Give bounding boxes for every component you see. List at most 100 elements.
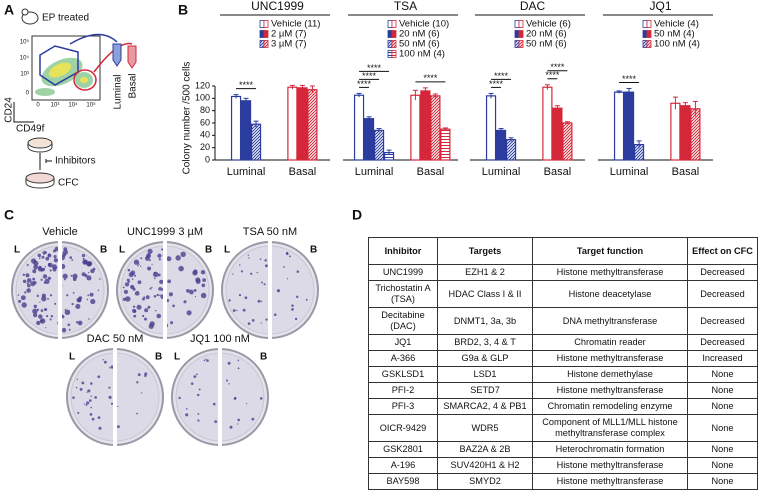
mouse-ear [21,8,29,16]
colony [33,264,39,270]
x-tick-label: Basal [289,166,317,178]
colony [257,299,261,303]
colony [139,265,142,267]
table-cell: None [687,473,758,490]
density [35,88,55,96]
colony [132,287,136,291]
error-bar [564,121,570,125]
colony [40,268,44,272]
colony [133,309,137,313]
density [80,77,88,83]
colony [147,248,153,255]
colony [130,285,133,288]
colony [124,296,131,302]
colony [158,258,161,261]
colony [108,395,112,399]
error-bar [692,100,698,117]
table-cell: PFI-3 [368,398,438,415]
colony [183,300,187,304]
significance-label: **** [622,74,637,84]
y-tick-label: 0 [205,154,210,164]
significance-label: **** [545,70,560,80]
colony [40,309,44,312]
colony [109,367,111,369]
colony [205,358,207,360]
colony [195,373,198,376]
colony [242,308,246,312]
colony [201,283,206,288]
colony [48,253,51,256]
schematic: EP treated Luminal Basal 10⁵ 10⁴ 10³ 0 0… [4,8,139,189]
colony [305,298,308,301]
colony [237,423,239,425]
table-row: Trichostatin A (TSA) HDAC Class I & II His… [368,280,758,308]
colony [45,327,47,329]
colony [26,263,29,266]
plate-split [218,346,222,448]
table-row: JQ1 BRD2, 3, 4 & T Chromatin reader Decreas… [368,334,758,351]
y-axis-title: Colony number /500 cells [182,62,193,175]
colony [86,391,88,393]
colony [180,251,186,257]
colony [32,308,38,315]
error-bar [488,92,494,99]
bar [240,100,252,161]
colony [260,300,263,303]
population-label: Luminal [113,74,124,109]
bar [670,102,681,161]
significance-label: **** [362,71,377,81]
legend-swatch [514,20,520,28]
colony [143,296,146,299]
colony [51,264,57,270]
flow-y-tick: 10³ [20,72,29,78]
x-tick-label: Basal [544,166,572,178]
y-tick-label: 20 [200,142,210,152]
x-tick-label: Luminal [355,166,394,178]
colony [116,425,120,429]
colony [286,278,289,280]
legend-label: 50 nM (6) [399,39,440,50]
error-bar [442,127,448,131]
bar [485,95,497,161]
colony [166,256,172,262]
bar [363,118,375,161]
colony [90,395,93,397]
significance-label: **** [550,62,565,72]
colony [246,403,248,405]
colony [33,304,37,309]
colony [136,304,142,310]
colony [40,278,43,281]
colony [202,278,206,282]
flow-x-tick: 0 [36,103,40,109]
a-title: EP treated [42,13,89,24]
colony [151,263,153,265]
colony [75,303,81,309]
readout-label: CFC [58,178,79,189]
table-row: GSKLSD1 LSD1 Histone demethylase None [368,366,758,383]
table-cell: DNMT1, 3a, 3b [437,307,533,335]
colony [33,281,37,285]
colony [117,405,119,408]
table-cell: SUV420H1 & H2 [437,457,533,474]
colony [53,258,59,263]
colony [54,302,57,305]
table-row: A-366 G9a & GLP Histone methyltransferase I… [368,350,758,367]
colony [285,252,289,256]
colony [81,381,85,385]
y-tick-label: 120 [195,80,210,90]
colony [238,293,242,297]
basal-gate [73,69,97,91]
plate-side-label: B [205,245,212,256]
colony [134,291,140,296]
table-cell: JQ1 [368,334,438,351]
colony [178,265,184,272]
table-cell: Histone methyltransferase [532,264,688,281]
x-tick-label: Luminal [610,166,649,178]
legend-swatch [387,40,393,48]
table-cell: None [687,441,758,458]
colony [289,255,291,258]
colony [151,286,153,289]
colony [43,253,45,255]
legend-swatch [259,20,265,28]
table-cell: WDR5 [437,414,533,442]
